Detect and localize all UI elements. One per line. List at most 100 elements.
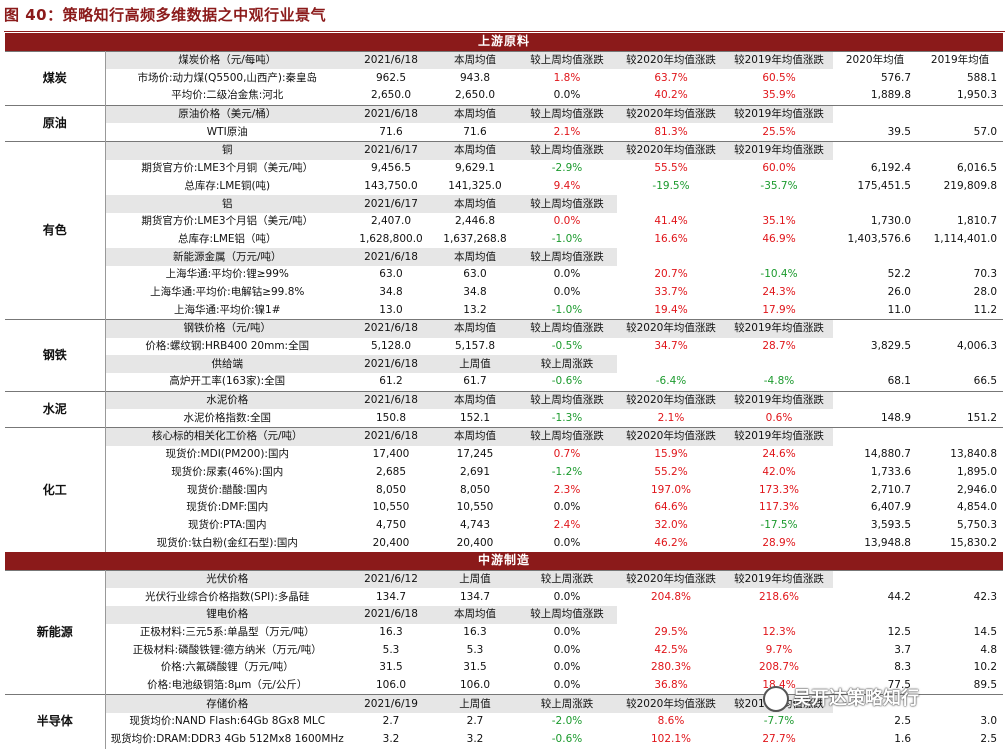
subheader-row: 锂电价格 2021/6/18 本周均值 较上周均值涨跌 — [5, 606, 1003, 624]
cell-value: -19.5% — [652, 179, 690, 192]
category-label: 原油 — [5, 104, 106, 142]
table-row: 正极材料:三元5系:单晶型（万元/吨） 16.3 16.3 0.0% 29.5% 12.3… — [5, 624, 1003, 642]
title-rule — [4, 31, 1005, 32]
cell-value: 6,016.5 — [956, 162, 998, 175]
column-header: 2021/6/18 — [349, 248, 433, 266]
cell-value: 2,650.0 — [454, 89, 496, 102]
cell-value: 28.9% — [762, 536, 796, 549]
cell-value: 63.7% — [654, 71, 688, 84]
cell-value: 4,854.0 — [956, 501, 998, 514]
cell-value: 42.3 — [973, 590, 998, 603]
cell-value: -7.7% — [763, 715, 795, 728]
subheader-row: 化工 核心标的相关化工价格（元/吨） 2021/6/18 本周均值 较上周均值涨跌 较20… — [5, 427, 1004, 552]
cell-value: 8.3 — [894, 661, 911, 674]
column-header — [917, 104, 1004, 124]
column-header: 较上周均值涨跌 — [517, 606, 617, 624]
column-header: 煤炭价格（元/每吨） — [105, 50, 349, 70]
cell-value: 63.0 — [379, 268, 403, 281]
column-header: 水泥价格 — [105, 390, 349, 410]
subheader-row: 新能源 光伏价格 2021/6/12 上周值 较上周涨跌 较2020年均值涨跌 较2019年… — [5, 569, 1004, 695]
cell-value: 0.0% — [553, 626, 581, 639]
cell-value: -1.2% — [551, 465, 583, 478]
cell-value: 8,050 — [459, 483, 491, 496]
cell-value: 61.7 — [463, 375, 487, 388]
column-header — [833, 248, 917, 266]
cell-value: 2.7 — [466, 715, 484, 728]
column-header: 2021/6/18 — [349, 104, 433, 124]
column-header: 本周均值 — [433, 427, 517, 446]
column-header — [833, 355, 917, 373]
cell-value: 60.0% — [762, 162, 796, 175]
category-label: 新能源 — [5, 569, 106, 695]
column-header: 2021/6/18 — [349, 427, 433, 446]
cell-value: 962.5 — [375, 71, 407, 84]
cell-value: 34.8 — [379, 285, 403, 298]
cell-value: 208.7% — [758, 661, 800, 674]
cell-value: 19.4% — [654, 303, 688, 316]
column-header — [917, 195, 1003, 213]
category-label: 化工 — [5, 427, 106, 552]
cell-value: 2,691 — [459, 465, 491, 478]
cell-value: 1,628,800.0 — [359, 232, 423, 245]
cell-value: 27.7% — [762, 733, 796, 746]
column-header: 较上周均值涨跌 — [517, 104, 617, 124]
column-header: 核心标的相关化工价格（元/吨） — [105, 427, 349, 446]
column-header: 较上周均值涨跌 — [517, 318, 617, 338]
cell-value: 1.6 — [894, 733, 911, 746]
subheader-row: 供给端 2021/6/18 上周值 较上周涨跌 — [5, 355, 1003, 374]
category-label: 钢铁 — [5, 319, 106, 392]
cell-value: 46.2% — [654, 536, 688, 549]
table-row: 价格:螺纹钢:HRB400 20mm:全国 5,128.0 5,157.8 -0.5%… — [5, 338, 1003, 356]
column-header: 较上周均值涨跌 — [517, 248, 617, 266]
table-row: 市场价:动力煤(Q5500,山西产):秦皇岛 962.5 943.8 1.8% 63.7… — [5, 69, 1003, 87]
cell-value: 2.7 — [382, 715, 400, 728]
subheader-row: 水泥 水泥价格 2021/6/18 本周均值 较上周均值涨跌 较2020年均值涨跌 较201… — [5, 390, 1004, 428]
column-header: 上周值 — [433, 355, 517, 374]
cell-value: 24.6% — [762, 448, 796, 461]
cell-value: 3,829.5 — [870, 340, 911, 353]
row-label: 光伏行业综合价格指数(SPI):多晶硅 — [145, 590, 310, 603]
table-row: 现货价:PTA:国内 4,750 4,743 2.4% 32.0% -17.5% 3,593… — [5, 517, 1003, 535]
industry-data-table: 上游原料 煤炭 煤炭价格（元/每吨） 2021/6/18 本周均值 较上周均值涨跌 较202… — [5, 33, 1004, 749]
column-header — [833, 390, 917, 410]
cell-value: 20.7% — [654, 268, 688, 281]
cell-value: 9,629.1 — [454, 162, 496, 175]
table-row: 现货价:MDI(PM200):国内 17,400 17,245 0.7% 15.9% 24… — [5, 446, 1003, 464]
column-header: 本周均值 — [433, 141, 517, 160]
cell-value: 152.1 — [459, 411, 491, 424]
column-header — [833, 427, 917, 446]
table-row: 期货官方价:LME3个月铜（美元/吨） 9,456.5 9,629.1 -2.9% 55… — [5, 160, 1003, 178]
cell-value: 89.5 — [973, 679, 998, 692]
cell-value: 2.1% — [553, 125, 581, 138]
cell-value: 12.5 — [887, 626, 911, 639]
cell-value: 39.5 — [887, 125, 911, 138]
column-header: 本周均值 — [433, 104, 517, 124]
cell-value: 16.6% — [654, 232, 688, 245]
cell-value: 2.1% — [657, 411, 685, 424]
row-label: 正极材料:磷酸铁锂:德方纳米（万元/吨） — [132, 643, 322, 656]
cell-value: 11.2 — [973, 303, 998, 316]
column-header: 原油价格（美元/桶） — [105, 104, 349, 124]
cell-value: 134.7 — [459, 590, 491, 603]
column-header: 较2020年均值涨跌 — [617, 318, 725, 338]
cell-value: 2,407.0 — [370, 215, 412, 228]
cell-value: 1,895.0 — [956, 465, 998, 478]
row-label: WTI原油 — [206, 125, 248, 138]
cell-value: 31.5 — [379, 661, 403, 674]
column-header: 较2019年均值涨跌 — [725, 141, 833, 160]
column-header — [917, 318, 1004, 338]
cell-value: 5,157.8 — [454, 340, 496, 353]
column-header: 2021/6/17 — [349, 195, 433, 213]
cell-value: 9,456.5 — [370, 162, 412, 175]
table-row: 现货价:尿素(46%):国内 2,685 2,691 -1.2% 55.2% 42.0% 1… — [5, 464, 1003, 482]
cell-value: 1,733.6 — [870, 465, 911, 478]
cell-value: -0.5% — [551, 340, 583, 353]
column-header — [617, 248, 725, 266]
cell-value: 6,192.4 — [870, 162, 911, 175]
column-header — [917, 141, 1004, 160]
cell-value: 4.8 — [980, 643, 998, 656]
column-header: 光伏价格 — [105, 569, 349, 589]
cell-value: 576.7 — [880, 71, 911, 84]
cell-value: 6,407.9 — [870, 501, 911, 514]
row-label: 价格:六氟磷酸锂（万元/吨） — [160, 661, 294, 674]
